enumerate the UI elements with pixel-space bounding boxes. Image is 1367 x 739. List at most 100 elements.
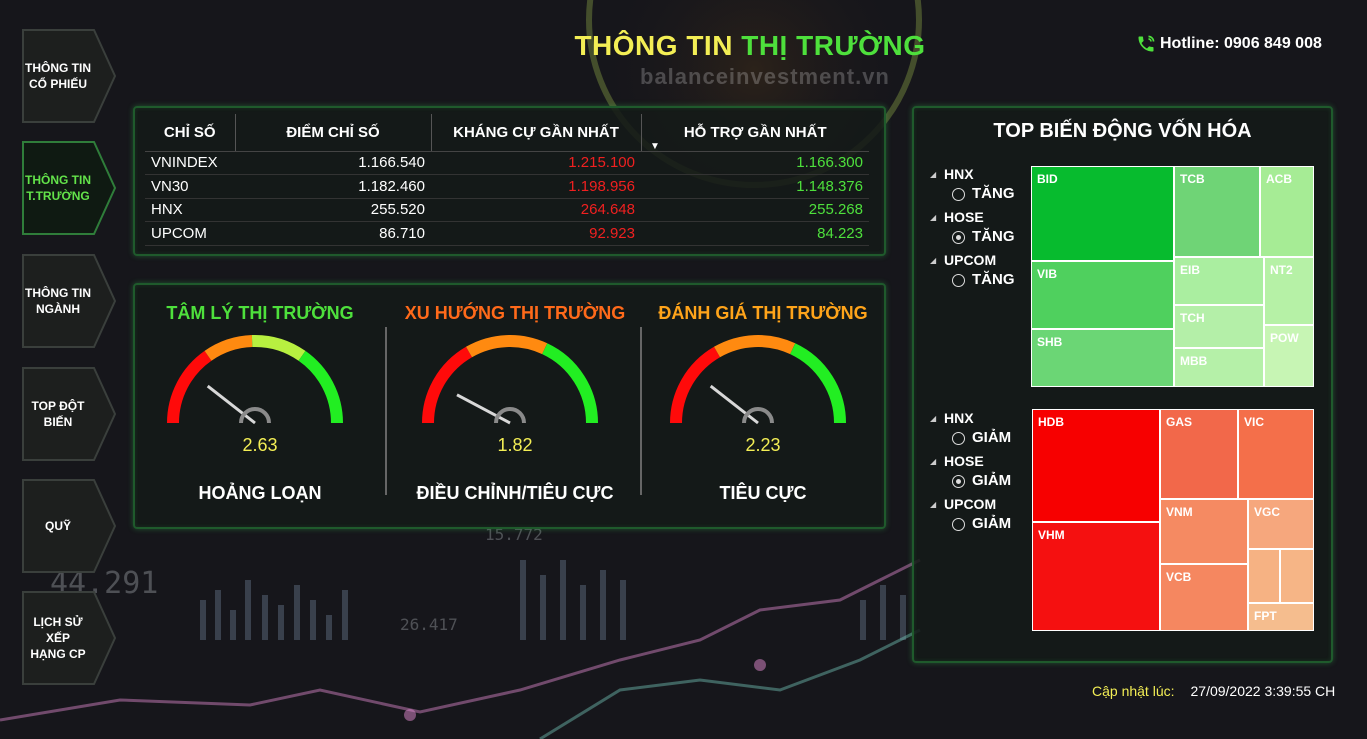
radio-label: GIẢM bbox=[972, 515, 1012, 532]
table-row[interactable]: VNINDEX 1.166.540 1.215.100 1.166.300 bbox=[145, 151, 869, 175]
treemap-panel: TOP BIẾN ĐỘNG VỐN HÓA ◢ HNX TĂNG ◢ HOSE TĂNG ◢… bbox=[912, 106, 1333, 663]
treemap-tile[interactable]: VHM bbox=[1032, 522, 1160, 631]
gauge-value: 2.63 bbox=[242, 435, 278, 455]
treemap-tile[interactable]: HDB bbox=[1032, 409, 1160, 522]
radio-button[interactable] bbox=[952, 475, 965, 488]
treemap-tile[interactable]: TCB bbox=[1174, 166, 1260, 257]
gauges-panel: TÂM LÝ THỊ TRƯỜNG 2.63 HOẢNG LOẠN XU HƯỚNG … bbox=[133, 283, 886, 529]
filter-hnx[interactable]: ◢ HNX GIẢM bbox=[928, 408, 1028, 451]
col-header-point[interactable]: ĐIỂM CHỈ SỐ bbox=[235, 114, 432, 152]
treemap-tile[interactable]: MBB bbox=[1174, 348, 1264, 387]
treemap-decrease: HDB GAS VIC VHM VNM VGC VCB FPT bbox=[1032, 409, 1314, 631]
update-time: Cập nhật lúc: 27/09/2022 3:39:55 CH bbox=[1092, 683, 1335, 699]
cell-resistance: 1.215.100 bbox=[431, 151, 641, 175]
treemap-tile[interactable]: VCB bbox=[1160, 564, 1248, 631]
sidebar-item-top-breakout[interactable]: TOP ĐỘT BIẾN bbox=[22, 367, 117, 461]
svg-text:26.417: 26.417 bbox=[400, 615, 458, 634]
treemap-tile[interactable]: VIC bbox=[1238, 409, 1314, 499]
radio-button[interactable] bbox=[952, 274, 965, 287]
expand-triangle-icon[interactable]: ◢ bbox=[930, 457, 937, 466]
treemap-tile[interactable]: TCH bbox=[1174, 305, 1264, 348]
nav-button-shape bbox=[22, 141, 117, 235]
sidebar-item-label: THÔNG TIN T.TRƯỜNG bbox=[25, 173, 91, 203]
sort-caret-icon[interactable]: ▼ bbox=[650, 141, 660, 152]
treemap-tile[interactable] bbox=[1248, 549, 1280, 603]
update-label: Cập nhật lúc: bbox=[1092, 683, 1175, 699]
cell-index-point: 255.520 bbox=[235, 198, 431, 222]
cell-resistance: 264.648 bbox=[431, 198, 641, 222]
hotline[interactable]: Hotline: 0906 849 008 bbox=[1136, 34, 1322, 54]
nav-button-shape bbox=[22, 254, 117, 348]
gauge-status: TIÊU CỰC bbox=[719, 483, 807, 503]
sidebar-item-market-info[interactable]: THÔNG TIN T.TRƯỜNG bbox=[22, 141, 117, 235]
cell-index-name: UPCOM bbox=[145, 221, 235, 246]
radio-button[interactable] bbox=[952, 188, 965, 201]
treemap-tile[interactable]: VIB bbox=[1031, 261, 1174, 329]
index-table-header: CHỈ SỐ ĐIỂM CHỈ SỐ KHÁNG CỰ GẦN NHẤT HỖ … bbox=[145, 114, 869, 152]
sidebar-item-stock-info[interactable]: THÔNG TIN CỔ PHIẾU bbox=[22, 29, 117, 123]
table-row[interactable]: HNX 255.520 264.648 255.268 bbox=[145, 198, 869, 222]
nav-button-shape bbox=[22, 29, 117, 123]
exchange-label: UPCOM bbox=[944, 496, 997, 512]
filter-hose[interactable]: ◢ HOSE GIẢM bbox=[928, 451, 1028, 494]
treemap-tile[interactable]: SHB bbox=[1031, 329, 1174, 387]
radio-button[interactable] bbox=[952, 518, 965, 531]
cell-resistance: 1.198.956 bbox=[431, 174, 641, 199]
cell-index-name: VNINDEX bbox=[145, 151, 235, 175]
page-title-part1: THÔNG TIN bbox=[574, 30, 733, 61]
filter-hose[interactable]: ◢ HOSE TĂNG bbox=[928, 207, 1028, 250]
treemap-tile[interactable]: POW bbox=[1264, 325, 1314, 387]
table-row[interactable]: VN30 1.182.460 1.198.956 1.148.376 bbox=[145, 174, 869, 199]
treemap-tile[interactable]: VGC bbox=[1248, 499, 1314, 549]
cell-support: 84.223 bbox=[641, 221, 869, 246]
exchange-label: HOSE bbox=[944, 453, 984, 469]
sidebar-item-industry-info[interactable]: THÔNG TIN NGÀNH bbox=[22, 254, 117, 348]
exchange-label: HNX bbox=[944, 166, 974, 182]
radio-label: GIẢM bbox=[972, 429, 1012, 446]
decrease-filter-group: ◢ HNX GIẢM ◢ HOSE GIẢM ◢ UPCOM GIẢM bbox=[928, 408, 1028, 537]
gauge-value: 1.82 bbox=[497, 435, 533, 455]
cell-support: 1.166.300 bbox=[641, 151, 869, 175]
expand-triangle-icon[interactable]: ◢ bbox=[930, 414, 937, 423]
sidebar-item-label: QUỸ bbox=[44, 519, 71, 533]
sidebar-item-fund[interactable]: QUỸ bbox=[22, 479, 117, 573]
treemap-tile[interactable]: EIB bbox=[1174, 257, 1264, 305]
gauge-dial bbox=[670, 335, 846, 425]
gauge-title: TÂM LÝ THỊ TRƯỜNG bbox=[166, 303, 354, 323]
col-header-index[interactable]: CHỈ SỐ bbox=[145, 114, 236, 152]
gauge-status: HOẢNG LOẠN bbox=[198, 483, 322, 503]
radio-label: TĂNG bbox=[972, 185, 1015, 202]
treemap-tile[interactable] bbox=[1280, 549, 1314, 603]
table-row[interactable]: UPCOM 86.710 92.923 84.223 bbox=[145, 221, 869, 246]
expand-triangle-icon[interactable]: ◢ bbox=[930, 500, 937, 509]
expand-triangle-icon[interactable]: ◢ bbox=[930, 170, 937, 179]
sidebar-item-label: THÔNG TIN CỔ PHIẾU bbox=[25, 61, 91, 91]
cell-index-name: HNX bbox=[145, 198, 235, 222]
filter-upcom[interactable]: ◢ UPCOM TĂNG bbox=[928, 250, 1028, 293]
filter-hnx[interactable]: ◢ HNX TĂNG bbox=[928, 164, 1028, 207]
treemap-tile[interactable]: ACB bbox=[1260, 166, 1314, 257]
treemap-tile[interactable]: VNM bbox=[1160, 499, 1248, 564]
index-table-panel: CHỈ SỐ ĐIỂM CHỈ SỐ KHÁNG CỰ GẦN NHẤT HỖ … bbox=[133, 106, 886, 256]
treemap-tile[interactable]: FPT bbox=[1248, 603, 1314, 631]
cell-support: 255.268 bbox=[641, 198, 869, 222]
radio-button[interactable] bbox=[952, 231, 965, 244]
expand-triangle-icon[interactable]: ◢ bbox=[930, 213, 937, 222]
cell-index-name: VN30 bbox=[145, 174, 235, 199]
gauge-3: ĐÁNH GIÁ THỊ TRƯỜNG 2.23 TIÊU CỰC bbox=[638, 285, 888, 515]
treemap-tile[interactable]: NT2 bbox=[1264, 257, 1314, 325]
treemap-tile[interactable]: BID bbox=[1031, 166, 1174, 261]
hotline-text: Hotline: 0906 849 008 bbox=[1160, 35, 1322, 52]
radio-button[interactable] bbox=[952, 432, 965, 445]
col-header-resistance[interactable]: KHÁNG CỰ GẦN NHẤT bbox=[431, 114, 642, 152]
nav-button-shape bbox=[22, 367, 117, 461]
exchange-label: HOSE bbox=[944, 209, 984, 225]
treemap-tile[interactable]: GAS bbox=[1160, 409, 1238, 499]
gauge-dial bbox=[422, 335, 598, 425]
gauge-title: ĐÁNH GIÁ THỊ TRƯỜNG bbox=[658, 303, 868, 323]
filter-upcom[interactable]: ◢ UPCOM GIẢM bbox=[928, 494, 1028, 537]
col-header-support[interactable]: HỖ TRỢ GẦN NHẤT bbox=[641, 114, 869, 152]
sidebar-item-ranking-history[interactable]: LỊCH SỬ XẾP HẠNG CP bbox=[22, 591, 117, 685]
sidebar-nav: THÔNG TIN CỔ PHIẾU THÔNG TIN T.TRƯỜNG THÔN… bbox=[0, 0, 130, 739]
expand-triangle-icon[interactable]: ◢ bbox=[930, 256, 937, 265]
